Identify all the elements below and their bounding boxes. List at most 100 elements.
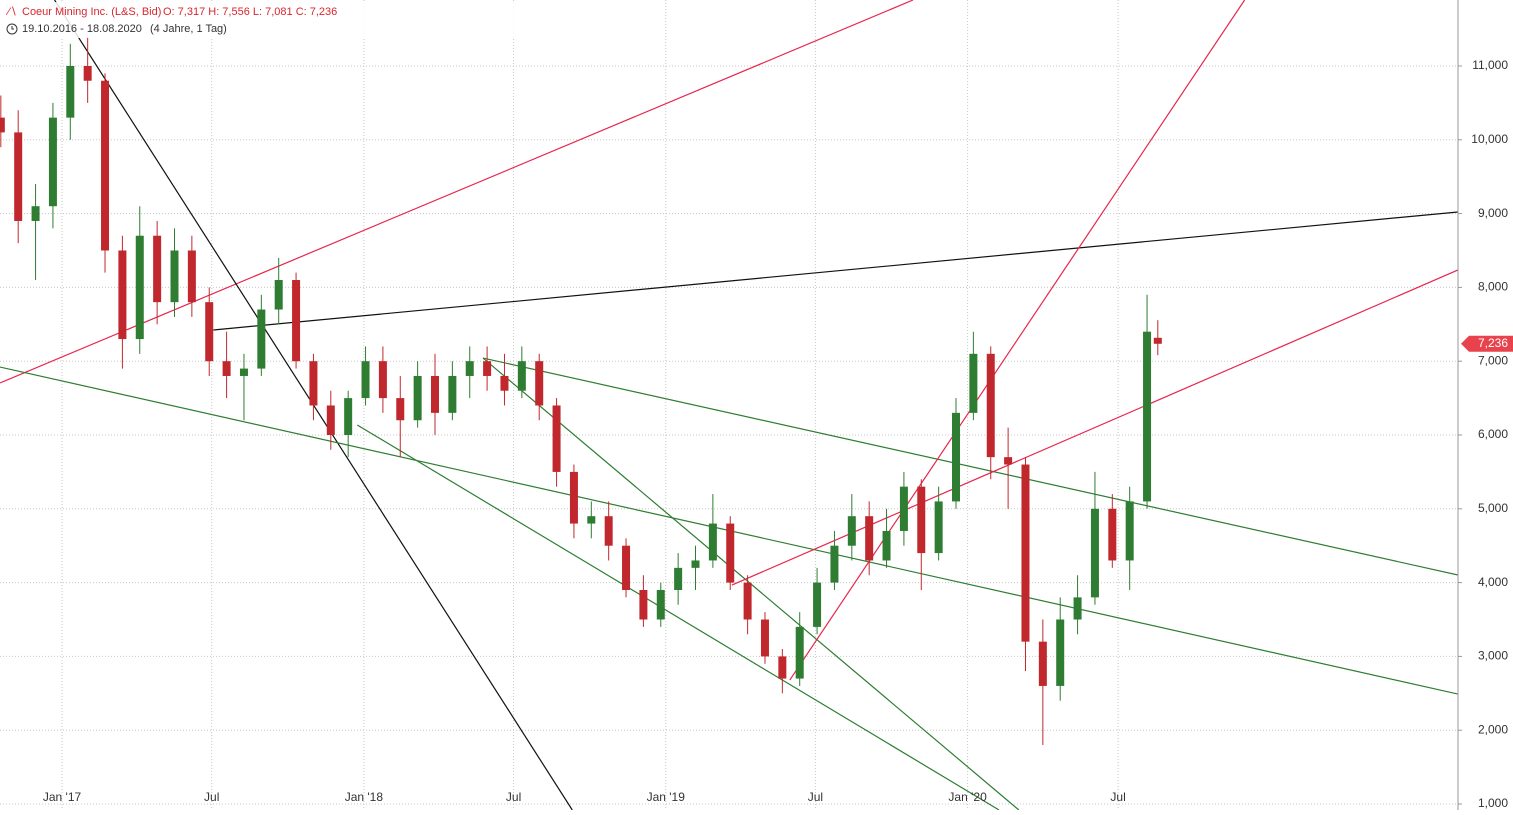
candle-body xyxy=(934,501,943,554)
y-tick-label: 5,000 xyxy=(1478,501,1508,515)
axis: 1,000 2,000 3,000 4,000 5,000 6,000 7,000 8,000… xyxy=(43,58,1513,810)
trend-line xyxy=(213,211,1458,331)
candle-body xyxy=(257,309,266,369)
header-bg xyxy=(2,2,622,38)
candle-body xyxy=(465,361,474,376)
x-tick-label: Jan '18 xyxy=(345,790,384,804)
y-tick-label: 4,000 xyxy=(1478,575,1508,589)
y-tick-label: 11,000 xyxy=(1472,58,1508,72)
span: (4 Jahre, 1 Tag) xyxy=(150,23,227,35)
clock-hand xyxy=(11,26,14,30)
candle-body xyxy=(0,117,5,133)
candle-body xyxy=(14,132,23,221)
candle-body xyxy=(153,235,162,303)
y-tick-label: 3,000 xyxy=(1478,649,1508,663)
candle-body xyxy=(274,280,283,310)
candle-body xyxy=(795,626,804,679)
candle-body xyxy=(639,589,648,620)
quote: O: 7,317 H: 7,556 L: 7,081 C: 7,236 xyxy=(163,6,337,18)
candles xyxy=(0,36,1162,745)
x-tick-label: Jul xyxy=(506,790,521,804)
candle-body xyxy=(760,619,769,657)
x-tick-label: Jan '17 xyxy=(43,790,82,804)
y-tick-label: 8,000 xyxy=(1478,280,1508,294)
candle-body xyxy=(1073,597,1082,620)
y-tick-label: 9,000 xyxy=(1478,206,1508,220)
candle-body xyxy=(135,235,144,340)
last-price-label: 7,236 xyxy=(1478,336,1508,350)
candle-body xyxy=(587,516,596,524)
y-tick-label: 2,000 xyxy=(1478,722,1508,736)
x-tick-label: Jul xyxy=(1110,790,1125,804)
candle-body xyxy=(48,117,57,207)
candle-body xyxy=(1108,508,1117,561)
candle-body xyxy=(101,80,110,251)
candle-body xyxy=(309,361,318,406)
candle-body xyxy=(517,361,526,391)
candle-body xyxy=(326,405,335,436)
candle-body xyxy=(708,523,717,561)
chart-title: Coeur Mining Inc. (L&S, Bid) xyxy=(22,6,161,18)
candle-body xyxy=(1090,508,1099,598)
candle-body xyxy=(431,375,440,413)
candle-body xyxy=(778,656,787,679)
candle-body xyxy=(847,516,856,546)
candle-body xyxy=(1038,641,1047,686)
candle-body xyxy=(656,589,665,620)
candle-body xyxy=(483,361,492,376)
candle-body xyxy=(899,486,908,531)
candle-body xyxy=(361,361,370,399)
candle-body xyxy=(83,65,92,81)
trend-line xyxy=(356,424,1000,810)
trend-line xyxy=(789,0,1246,681)
candle-body xyxy=(674,567,683,590)
candle-body xyxy=(552,405,561,472)
trend-line xyxy=(0,0,914,384)
candle-body xyxy=(535,361,544,406)
candle-body xyxy=(500,375,509,391)
candle-body xyxy=(743,582,752,620)
candle-body xyxy=(813,582,822,627)
grid xyxy=(0,0,1458,810)
candle-body xyxy=(396,398,405,421)
candle-body xyxy=(448,375,457,413)
candle-body xyxy=(830,545,839,583)
y-tick-label: 10,000 xyxy=(1471,132,1508,146)
last-price-tag xyxy=(1461,335,1513,352)
candle-body xyxy=(969,353,978,413)
candle-body xyxy=(222,361,231,376)
candle-body xyxy=(604,516,613,546)
candle-body xyxy=(413,375,422,421)
candle-body xyxy=(1056,619,1065,686)
candle-body xyxy=(986,353,995,458)
candle-body xyxy=(378,361,387,399)
candle-body xyxy=(1143,331,1152,502)
candle-body xyxy=(952,412,961,502)
candle-body xyxy=(726,523,735,583)
candle-body xyxy=(622,545,631,590)
candle-body xyxy=(118,250,127,340)
candle-body xyxy=(31,206,40,221)
clock-icon xyxy=(6,23,18,35)
x-tick-label: Jul xyxy=(204,790,219,804)
candle-body xyxy=(344,398,353,436)
period: 19.10.2016 - 18.08.2020 xyxy=(22,23,142,35)
y-tick-label: 7,000 xyxy=(1478,353,1508,367)
y-tick-label: 6,000 xyxy=(1478,427,1508,441)
candle-body xyxy=(170,250,179,303)
candle-body xyxy=(205,302,214,362)
x-tick-label: Jan '20 xyxy=(948,790,987,804)
trend-lines xyxy=(0,0,1458,810)
candle-body xyxy=(1125,501,1134,561)
y-tick-label: 1,000 xyxy=(1478,796,1508,810)
candle-body xyxy=(66,65,75,118)
x-tick-label: Jan '19 xyxy=(647,790,686,804)
candle-body xyxy=(1004,457,1013,465)
header-icon: ⁄∖ xyxy=(5,6,17,18)
candle-body xyxy=(239,368,248,376)
trend-line xyxy=(482,357,1458,576)
x-tick-label: Jul xyxy=(808,790,823,804)
candle-body xyxy=(691,560,700,568)
candle-body xyxy=(187,250,196,303)
